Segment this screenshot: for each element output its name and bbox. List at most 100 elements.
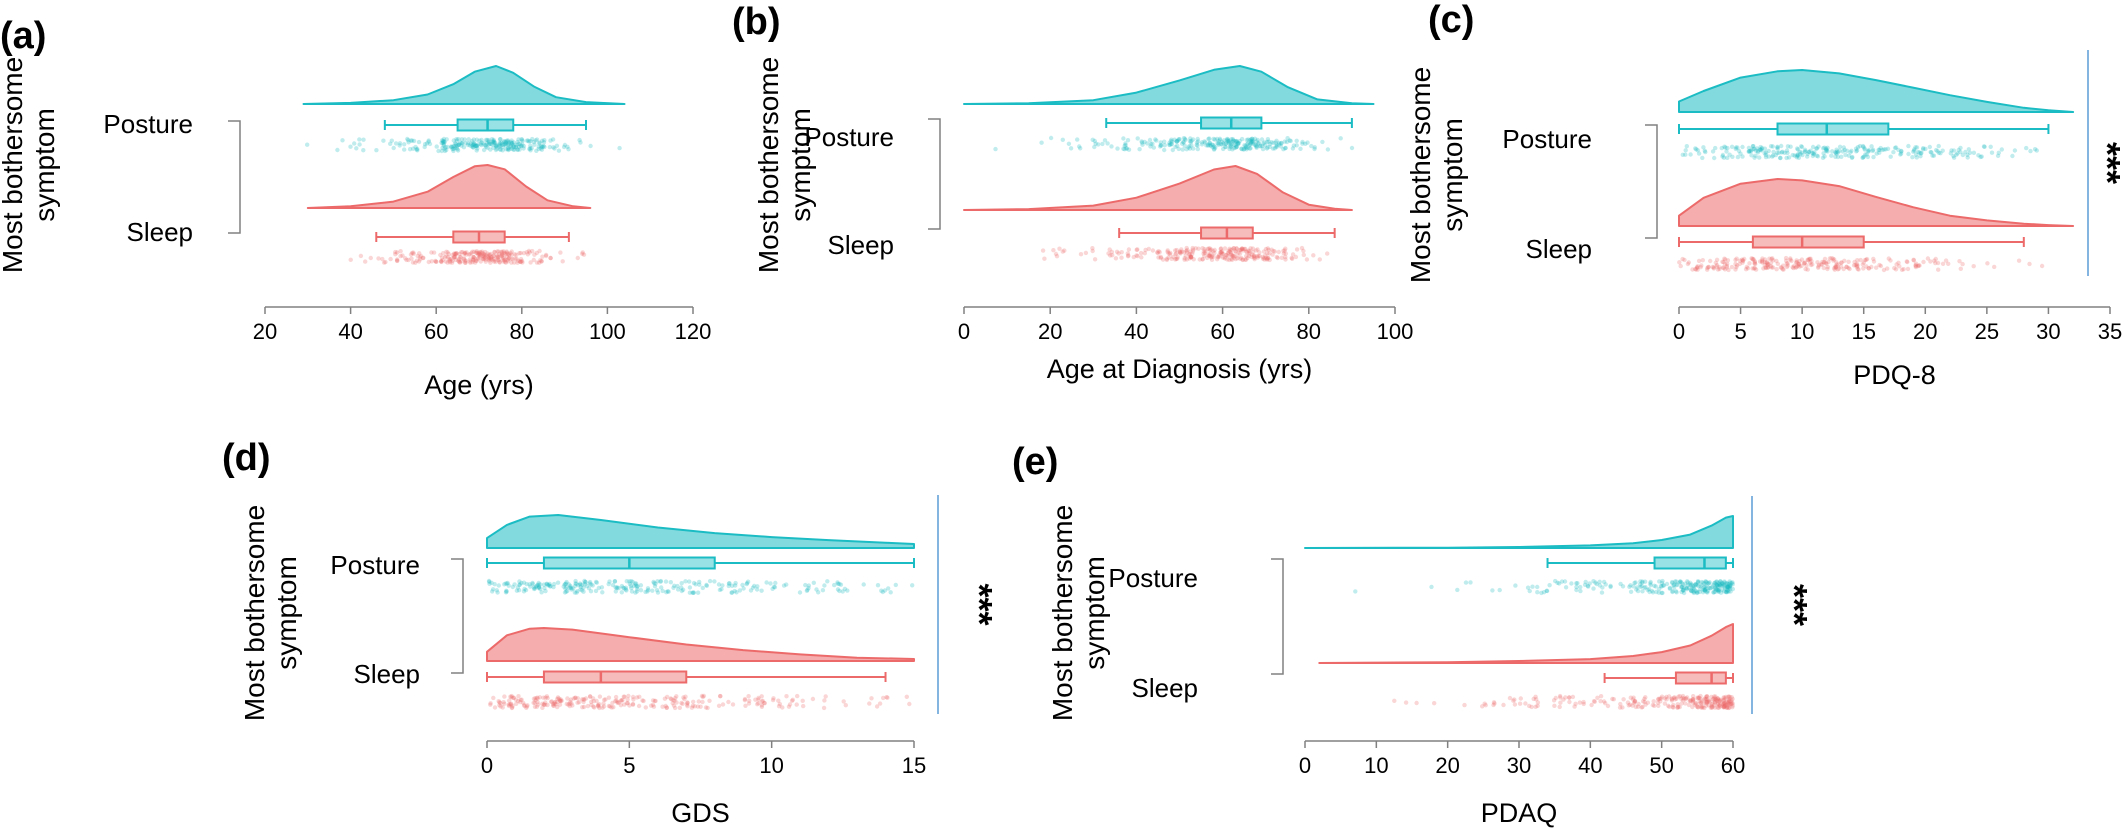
rain-point bbox=[1726, 582, 1732, 587]
rain-point bbox=[1238, 255, 1244, 260]
rain-point bbox=[822, 698, 827, 703]
rain-point bbox=[472, 141, 477, 147]
rain-point bbox=[1799, 263, 1804, 269]
rain-point bbox=[471, 145, 476, 150]
rain-point bbox=[1167, 140, 1172, 146]
rain-point bbox=[1695, 265, 1700, 270]
rain-point bbox=[1177, 249, 1183, 255]
rain-point bbox=[565, 144, 570, 149]
rain-point bbox=[1718, 697, 1723, 702]
rain-point bbox=[1657, 696, 1663, 701]
rain-point bbox=[468, 252, 473, 257]
rain-point bbox=[756, 695, 761, 701]
rain-point bbox=[1677, 579, 1683, 584]
rain-point bbox=[627, 579, 632, 584]
rain-point bbox=[1864, 256, 1870, 262]
rain-point bbox=[811, 580, 816, 585]
rain-point bbox=[1672, 695, 1677, 700]
rain-point bbox=[1865, 154, 1871, 160]
rain-point bbox=[1403, 700, 1409, 705]
rain-point bbox=[603, 697, 608, 702]
rain-point bbox=[1213, 145, 1218, 150]
rain-point bbox=[517, 579, 522, 584]
rain-point bbox=[637, 694, 642, 699]
rain-point bbox=[1281, 147, 1286, 152]
rain-point bbox=[529, 146, 534, 151]
rain-point bbox=[1078, 146, 1083, 151]
rain-point bbox=[524, 704, 530, 709]
rain-point bbox=[624, 701, 630, 706]
rain-point bbox=[622, 694, 627, 699]
rain-point bbox=[493, 259, 498, 265]
rain-point bbox=[1724, 149, 1729, 154]
rain-point bbox=[1274, 144, 1279, 150]
rain-point bbox=[404, 257, 409, 263]
rain-point bbox=[1642, 585, 1647, 591]
rain-point bbox=[1218, 250, 1223, 255]
rain-point bbox=[1996, 150, 2002, 155]
rain-point bbox=[510, 705, 515, 710]
series-posture: Posture bbox=[330, 514, 915, 595]
rain-points bbox=[1677, 255, 2045, 273]
rain-point bbox=[1250, 139, 1256, 144]
rain-point bbox=[645, 586, 651, 591]
rain-point bbox=[780, 705, 785, 710]
rain-point bbox=[1219, 139, 1225, 145]
rain-point bbox=[1188, 255, 1194, 260]
rain-point bbox=[880, 589, 885, 595]
rain-point bbox=[619, 698, 624, 703]
rain-point bbox=[1712, 585, 1718, 590]
rain-point bbox=[1617, 705, 1623, 710]
rain-point bbox=[520, 138, 525, 144]
rain-point bbox=[875, 583, 881, 588]
rain-point bbox=[460, 140, 465, 146]
rain-point bbox=[1757, 259, 1763, 264]
rain-point bbox=[1690, 589, 1696, 594]
rain-point bbox=[1664, 581, 1670, 587]
rain-point bbox=[677, 705, 682, 710]
rain-point bbox=[551, 584, 556, 590]
rain-point bbox=[1753, 153, 1758, 158]
rain-point bbox=[1916, 263, 1921, 268]
rain-point bbox=[535, 702, 541, 707]
rain-point bbox=[1651, 699, 1656, 704]
rain-point bbox=[1627, 584, 1632, 589]
rain-point bbox=[506, 256, 511, 261]
rain-point bbox=[551, 703, 557, 709]
x-tick-label: 100 bbox=[1377, 319, 1414, 344]
rain-point bbox=[1935, 260, 1941, 266]
series-posture: Posture bbox=[1502, 69, 2075, 161]
rain-point bbox=[1885, 146, 1891, 151]
rain-point bbox=[1951, 153, 1956, 159]
rain-point bbox=[1200, 246, 1205, 251]
rain-point bbox=[867, 701, 872, 706]
x-tick-label: 0 bbox=[1673, 319, 1685, 344]
rain-point bbox=[1733, 261, 1738, 267]
rain-point bbox=[1530, 584, 1535, 589]
rain-point bbox=[1681, 588, 1686, 593]
rain-point bbox=[564, 579, 569, 585]
rain-point bbox=[1699, 579, 1704, 585]
rain-point bbox=[1695, 264, 1700, 269]
rain-point bbox=[1877, 147, 1882, 153]
rain-point bbox=[1234, 144, 1239, 149]
rain-point bbox=[1164, 257, 1170, 263]
rain-point bbox=[1164, 256, 1170, 261]
rain-point bbox=[578, 140, 583, 145]
rain-point bbox=[1102, 138, 1108, 143]
rain-point bbox=[442, 148, 448, 154]
rain-point bbox=[505, 254, 510, 260]
rain-point bbox=[1730, 582, 1735, 587]
rain-point bbox=[623, 587, 628, 592]
rain-point bbox=[1217, 137, 1223, 143]
rain-point bbox=[479, 140, 484, 145]
density-cloud bbox=[1318, 623, 1734, 664]
rain-point bbox=[1277, 140, 1282, 146]
rain-point bbox=[1711, 590, 1717, 595]
rain-point bbox=[1773, 152, 1779, 158]
rain-point bbox=[1877, 150, 1882, 155]
rain-point bbox=[491, 145, 496, 150]
rain-point bbox=[548, 584, 553, 589]
rain-point bbox=[1820, 259, 1825, 265]
rain-point bbox=[453, 255, 458, 260]
